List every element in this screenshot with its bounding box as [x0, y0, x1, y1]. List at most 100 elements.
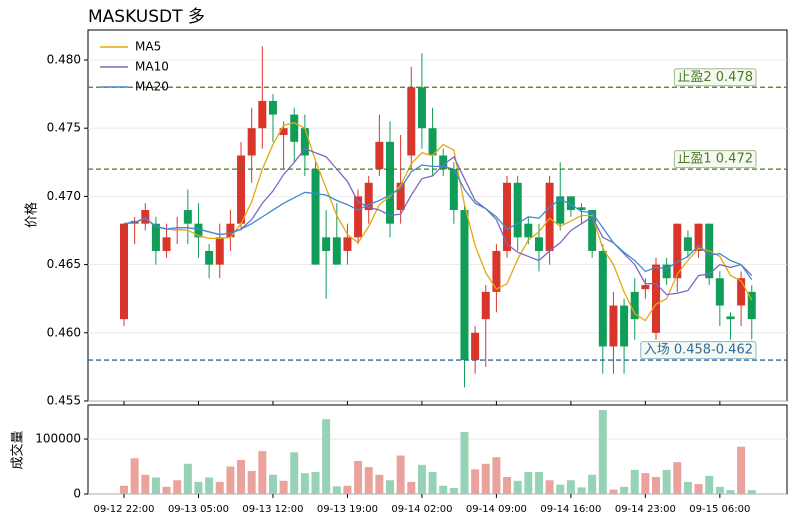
level-label: 入场 0.458-0.462 [644, 343, 753, 358]
volume-bar [322, 419, 331, 494]
candle-body [620, 305, 629, 347]
candle-body [503, 182, 512, 251]
volume-bar [503, 476, 512, 494]
candle-body [683, 237, 692, 251]
volume-bar [258, 451, 267, 494]
y-tick-label: 0 [73, 487, 81, 501]
candle-body [471, 332, 480, 361]
grid [88, 59, 787, 495]
candle-body [449, 169, 458, 211]
candle-body [673, 223, 682, 279]
volume-bar [375, 474, 384, 494]
candle-body [311, 169, 320, 265]
volume-bar [183, 463, 192, 494]
volume-bar [715, 486, 724, 494]
volume-bar [545, 480, 554, 494]
candle-body [577, 207, 586, 211]
candle-body [375, 141, 384, 170]
volume-bar [705, 475, 714, 494]
candle-body [662, 264, 671, 279]
candle-body [300, 128, 309, 156]
x-tick-label: 09-14 16:00 [540, 504, 601, 515]
volume-bar [290, 452, 299, 494]
ma-line [123, 122, 753, 322]
level-label: 止盈1 0.472 [677, 152, 753, 167]
x-tick-label: 09-15 06:00 [689, 504, 750, 515]
volume-bar [598, 409, 607, 494]
candle-body [609, 305, 618, 347]
volume-bar [354, 461, 363, 494]
candle-body [524, 223, 533, 238]
candle-body [641, 285, 650, 290]
candle-body [556, 196, 565, 224]
volume-bar [620, 486, 629, 494]
volume-bar [162, 486, 171, 494]
candle-body [183, 210, 192, 224]
candle-body [332, 237, 341, 265]
volume-bar [737, 446, 746, 494]
candle-body [652, 264, 660, 333]
candle-body [322, 237, 331, 251]
volume-bar [492, 457, 501, 494]
candle-body [237, 155, 246, 224]
volume-axis-label: 成交量 [10, 430, 26, 469]
volume-bar [343, 485, 352, 494]
volume-bar [130, 458, 139, 494]
legend-label: MA20 [135, 80, 169, 94]
candle-body [386, 141, 394, 224]
candle-body [481, 291, 490, 320]
candle-body [268, 100, 277, 115]
volume-bar [524, 472, 533, 494]
volume-bar [428, 472, 437, 494]
chart-title: MASKUSDT 多 [88, 7, 205, 27]
level-label-box [673, 150, 757, 169]
volume-bar [747, 490, 756, 494]
candle-body [247, 128, 256, 156]
volume-bar [268, 474, 277, 494]
y-axis-label: 价格 [24, 202, 40, 228]
candle-body [726, 316, 735, 320]
candle-body [428, 128, 437, 156]
y-tick-label: 0.455 [47, 394, 81, 408]
candle-body [279, 128, 288, 136]
legend: MA5 MA10 MA20 [100, 40, 169, 94]
volume-bar [300, 473, 309, 494]
candle-body [588, 210, 597, 251]
candle-body [162, 237, 171, 251]
candle-body [737, 278, 746, 306]
candle-body [630, 291, 639, 320]
candle-body [715, 278, 724, 306]
volume-bar [683, 481, 692, 494]
volume-bar [641, 473, 650, 494]
volume-bar [694, 484, 703, 494]
volume-bar [609, 489, 618, 494]
volume-bar [311, 472, 320, 494]
candle-body [343, 237, 352, 251]
candle-body [417, 87, 426, 129]
x-tick-label: 09-14 02:00 [391, 504, 452, 515]
volume-bar [205, 477, 214, 494]
y-tick-label: 0.465 [47, 257, 81, 271]
volume-bar [471, 469, 480, 494]
volume-bar [652, 476, 660, 494]
y-tick-label: 0.480 [47, 53, 81, 67]
volume-bar [215, 481, 224, 494]
volume-bar [194, 481, 203, 494]
volume-bar [460, 431, 469, 494]
candle-body [460, 210, 469, 361]
volume-bar [417, 464, 426, 494]
volume-bar [226, 466, 235, 494]
y-tick-label: 0.460 [47, 325, 81, 339]
volume-bar [386, 480, 394, 494]
volume-bar [396, 455, 405, 494]
volume-bar [449, 487, 458, 494]
x-tick-label: 09-14 09:00 [466, 504, 527, 515]
candle-body [258, 100, 267, 129]
x-tick-label: 09-13 12:00 [242, 504, 303, 515]
candle-body [566, 196, 575, 211]
candle-body [151, 223, 160, 251]
candle-body [747, 291, 756, 320]
candle-body [226, 223, 235, 238]
legend-label: MA10 [135, 60, 169, 74]
